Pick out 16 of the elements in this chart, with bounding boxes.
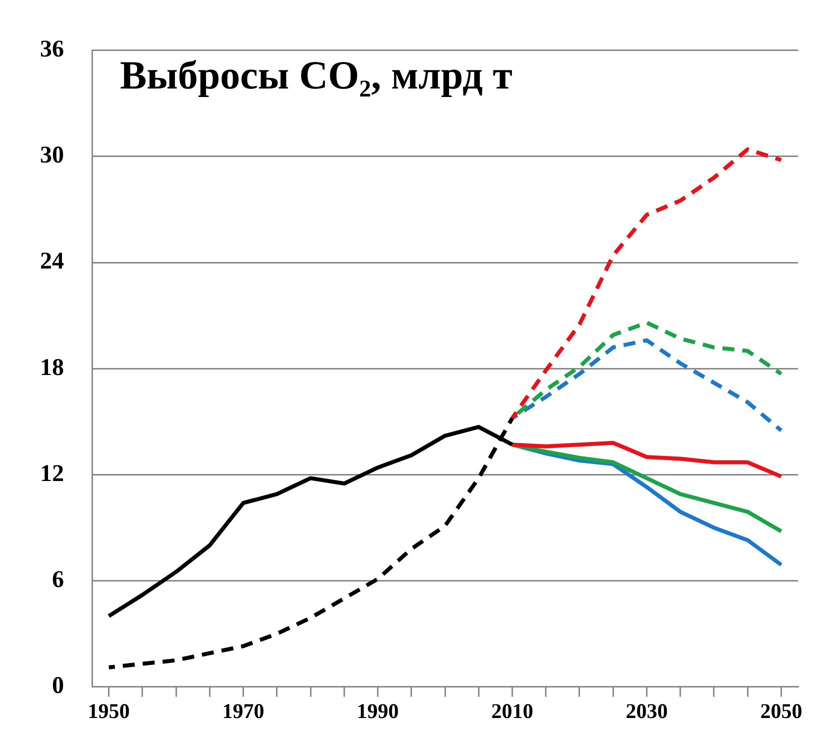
x-tick-label: 2030 [626, 698, 668, 723]
line-series [106, 416, 514, 670]
x-tick-label: 1950 [88, 698, 130, 723]
x-tick-label: 1990 [356, 698, 399, 723]
x-tick-label: 2050 [760, 698, 802, 723]
line-series [510, 147, 784, 420]
y-tick-label: 24 [40, 248, 64, 275]
y-tick-label: 12 [40, 460, 64, 487]
y-tick-label: 18 [40, 354, 64, 381]
x-tick-label: 1970 [222, 698, 264, 723]
y-tick-label: 30 [40, 142, 64, 169]
y-tick-label: 6 [52, 566, 64, 593]
x-tick-label: 2010 [491, 698, 534, 723]
y-tick-label: 0 [52, 673, 64, 700]
y-tick-label: 36 [40, 36, 64, 63]
chart-title: Выбросы CO₂, млрд т [120, 52, 513, 98]
